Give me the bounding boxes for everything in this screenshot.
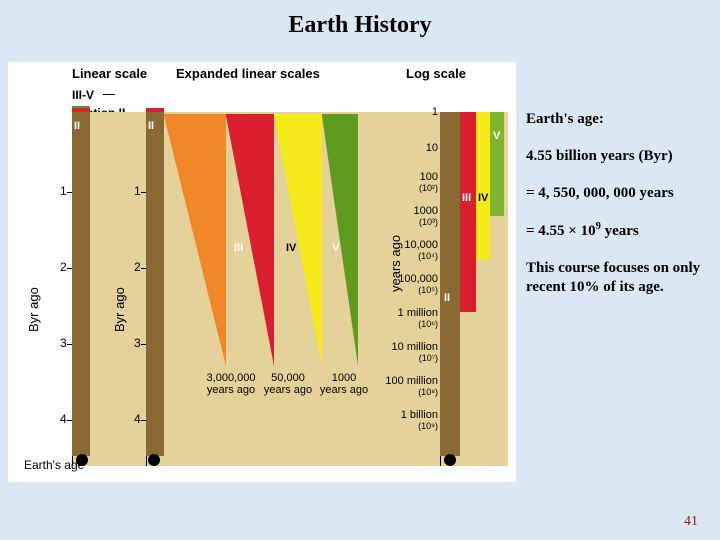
note-title: Earth's age: <box>526 110 712 129</box>
dot-1 <box>76 454 88 466</box>
roman-ii-log: II <box>444 292 450 304</box>
roman-iii-log: III <box>462 192 471 204</box>
roman-v-log: V <box>493 130 500 142</box>
log-bar-iv <box>476 112 490 260</box>
roman-iii: III <box>234 242 243 254</box>
log-bar-ii <box>440 112 460 456</box>
note-years: = 4, 550, 000, 000 years <box>526 184 712 203</box>
xlab-3m: 3,000,000years ago <box>196 372 266 396</box>
roman-iv: IV <box>286 242 296 254</box>
note-course: This course focuses on only recent 10% o… <box>526 259 712 297</box>
roman-iv-log: IV <box>478 192 488 204</box>
log-bar-v <box>490 112 504 216</box>
xlab-1000: 1000years ago <box>316 372 372 396</box>
note-sci: = 4.55 × 109 years <box>526 220 712 241</box>
dot-2 <box>148 454 160 466</box>
log-bar-iii <box>460 112 476 312</box>
notes-column: Earth's age: 4.55 billion years (Byr) = … <box>526 110 712 315</box>
page-title: Earth History <box>0 0 720 47</box>
roman-v: V <box>332 242 339 254</box>
page-number: 41 <box>684 514 698 530</box>
dot-3 <box>444 454 456 466</box>
note-byr: 4.55 billion years (Byr) <box>526 147 712 166</box>
chart-container: Linear scale Expanded linear scales Log … <box>8 62 516 482</box>
xlab-50k: 50,000years ago <box>260 372 316 396</box>
